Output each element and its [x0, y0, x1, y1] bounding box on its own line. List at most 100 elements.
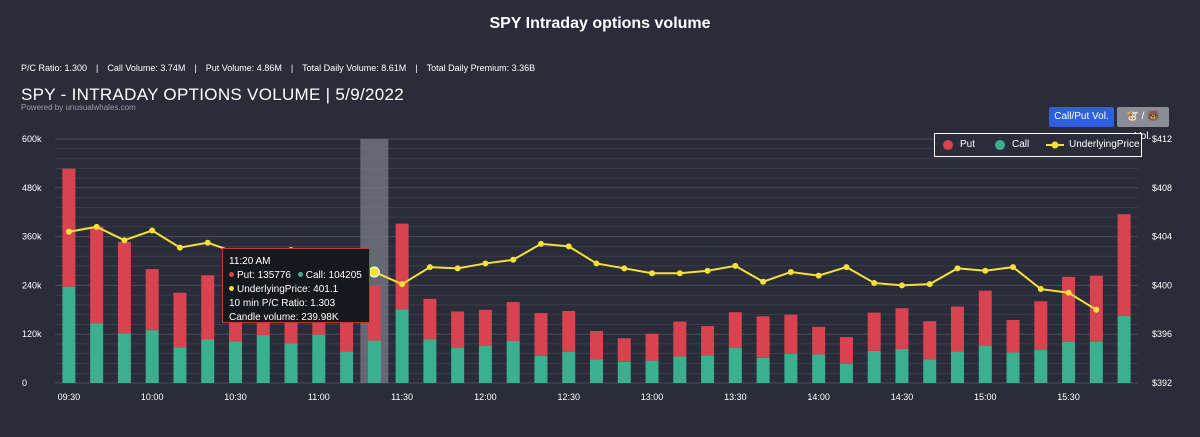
put-bar: [478, 309, 492, 346]
underlying-price-point: [1065, 289, 1072, 296]
underlying-price-point: [704, 267, 711, 274]
put-dot-icon: [229, 272, 234, 277]
call-bar: [645, 360, 659, 383]
stats-separator: |: [194, 63, 197, 73]
put-volume-stat: Put Volume: 4.86M: [205, 63, 282, 73]
call-bar: [978, 345, 992, 383]
put-bar: [534, 313, 548, 356]
call-bar: [1089, 341, 1103, 383]
call-bar: [1117, 315, 1131, 383]
stats-separator: |: [415, 63, 418, 73]
x-axis-tick: 10:00: [141, 392, 164, 402]
call-bar: [229, 341, 242, 383]
underlying-price-point: [649, 270, 656, 277]
y-axis-left-tick: 120k: [22, 329, 42, 339]
put-bar: [451, 311, 465, 349]
tooltip-put-call: Put: 135776 Call: 104205: [229, 269, 369, 283]
call-bar: [367, 340, 381, 383]
put-bar: [756, 316, 770, 358]
call-bar: [395, 309, 409, 383]
call-dot-icon: [297, 272, 303, 277]
put-legend-dot: [943, 140, 953, 150]
underlying-price-point: [368, 266, 380, 278]
put-bar: [367, 285, 381, 341]
underlying-price-point: [843, 264, 850, 271]
underlying-price-point: [787, 268, 794, 275]
underlying-price-point: [815, 272, 822, 279]
stats-separator: |: [96, 63, 99, 73]
call-legend-dot: [995, 140, 1005, 150]
x-axis-tick: 09:30: [58, 392, 81, 402]
put-bar: [728, 312, 742, 349]
underlying-price-point: [732, 262, 739, 269]
call-bar: [173, 347, 187, 383]
x-axis-tick: 14:30: [891, 392, 914, 402]
call-put-volume-button[interactable]: Call/Put Vol.: [1049, 107, 1114, 127]
put-bar: [201, 275, 215, 340]
put-bar: [1034, 301, 1048, 351]
put-bar: [951, 306, 964, 352]
underlying-price-point: [676, 270, 683, 277]
put-bar: [867, 312, 881, 351]
put-bar: [1062, 276, 1076, 342]
put-bar: [839, 337, 853, 364]
call-bar: [867, 350, 881, 383]
underlying-price-point: [565, 243, 572, 250]
x-axis-tick: 12:00: [474, 392, 497, 402]
put-bar: [506, 302, 520, 341]
underlying-price-point: [93, 223, 100, 230]
price-dot-icon: [229, 286, 234, 291]
page-title: SPY Intraday options volume: [489, 15, 711, 32]
call-bar: [478, 345, 492, 383]
legend-put[interactable]: Put: [960, 139, 976, 150]
x-axis-tick: 11:00: [308, 392, 330, 402]
y-axis-left-tick: 600k: [22, 134, 42, 144]
put-bar: [784, 314, 798, 354]
y-axis-right-tick: $408: [1152, 183, 1172, 193]
put-bar: [701, 326, 715, 356]
x-axis-tick: 15:30: [1057, 392, 1080, 402]
underlying-price-point: [898, 282, 905, 289]
x-axis-tick: 14:00: [807, 392, 830, 402]
call-bar: [256, 335, 270, 383]
stats-bar: P/C Ratio: 1.300 | Call Volume: 3.74M | Put …: [21, 63, 535, 73]
tooltip-time: 11:20 AM: [229, 256, 271, 267]
underlying-price-point: [1010, 264, 1017, 271]
call-bar: [284, 343, 298, 383]
underlying-price-point: [426, 264, 433, 271]
put-bar: [562, 311, 576, 352]
call-bar: [701, 355, 715, 383]
legend-underlying-price[interactable]: UnderlyingPrice: [1069, 139, 1140, 150]
y-axis-right-tick: $392: [1152, 378, 1172, 388]
put-bar: [1006, 319, 1020, 353]
put-bar: [617, 338, 631, 362]
x-axis-tick: 13:30: [724, 392, 747, 402]
call-bar: [562, 351, 576, 383]
x-axis-tick: 10:30: [224, 392, 247, 402]
call-bar: [340, 351, 354, 383]
pc-ratio-stat: P/C Ratio: 1.300: [21, 63, 88, 73]
underlying-price-point: [954, 265, 961, 272]
put-bar: [62, 168, 76, 287]
call-bar: [1006, 352, 1020, 383]
underlying-price-point: [1037, 286, 1044, 293]
legend-call[interactable]: Call: [1012, 139, 1030, 150]
call-bar: [90, 323, 104, 383]
underlying-price-point: [621, 265, 628, 272]
call-bar: [506, 340, 520, 383]
x-axis-tick: 15:00: [974, 392, 997, 402]
call-bar: [145, 330, 159, 383]
y-axis-left-tick: 0: [22, 378, 27, 388]
put-bar: [173, 292, 187, 348]
x-axis-tick: 11:30: [391, 392, 413, 402]
call-volume-stat: Call Volume: 3.74M: [107, 63, 186, 73]
y-axis-right-tick: $412: [1152, 134, 1172, 144]
bull-bear-volume-button[interactable]: 🐮 / 🐻 Vol.: [1117, 107, 1169, 142]
tooltip-pc-ratio: 10 min P/C Ratio: 1.303: [229, 298, 336, 309]
y-axis-right-tick: $396: [1152, 329, 1172, 339]
call-bar: [1062, 341, 1076, 383]
chart-legend: Put Call UnderlyingPrice: [934, 133, 1142, 157]
put-bar: [590, 330, 603, 360]
call-bar: [201, 339, 215, 383]
